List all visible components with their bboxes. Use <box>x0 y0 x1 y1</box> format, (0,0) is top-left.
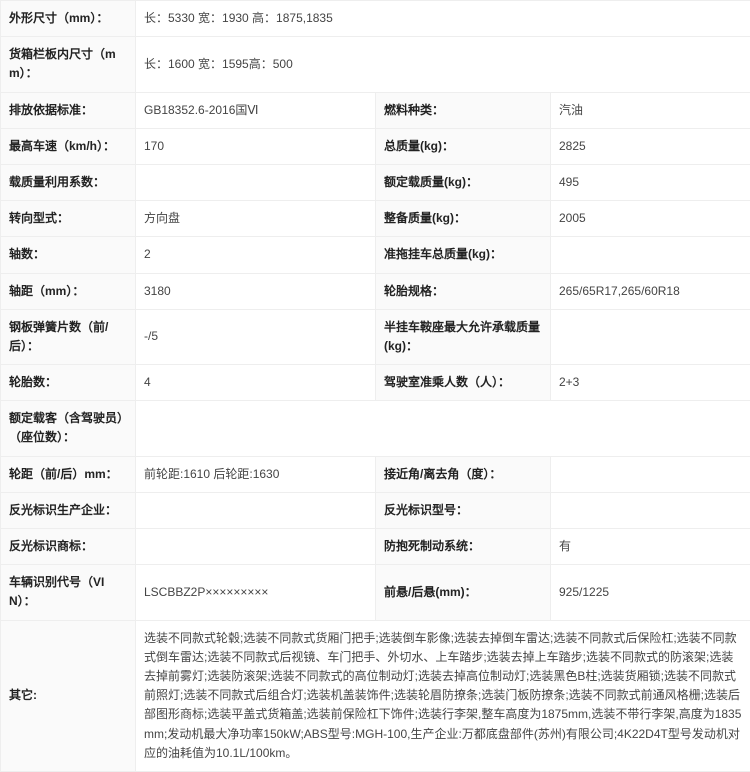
spec-value <box>136 164 376 200</box>
spec-label: 轮胎规格： <box>376 273 551 309</box>
spec-value: 265/65R17,265/60R18 <box>551 273 750 309</box>
spec-value <box>551 456 750 492</box>
spec-value: LSCBBZ2P××××××××× <box>136 565 376 620</box>
spec-label: 反光标识型号： <box>376 492 551 528</box>
spec-value: 2+3 <box>551 365 750 401</box>
table-row: 轮距（前/后）mm：前轮距:1610 后轮距:1630接近角/离去角（度）： <box>1 456 750 492</box>
spec-label: 整备质量(kg)： <box>376 201 551 237</box>
spec-label: 货箱栏板内尺寸（mm）： <box>1 37 136 92</box>
spec-value: 2 <box>136 237 376 273</box>
table-row: 车辆识别代号（VIN）：LSCBBZ2P×××××××××前悬/后悬(mm)：9… <box>1 565 750 620</box>
spec-value <box>551 237 750 273</box>
spec-label: 额定载客（含驾驶员）（座位数）： <box>1 401 136 456</box>
table-row: 转向型式：方向盘整备质量(kg)：2005 <box>1 201 750 237</box>
spec-value: 方向盘 <box>136 201 376 237</box>
spec-label: 轮距（前/后）mm： <box>1 456 136 492</box>
spec-value: GB18352.6-2016国Ⅵ <box>136 92 376 128</box>
spec-label: 反光标识生产企业： <box>1 492 136 528</box>
spec-value: 选装不同款式轮毂;选装不同款式货厢门把手;选装倒车影像;选装去掉倒车雷达;选装不… <box>136 620 750 771</box>
spec-value <box>136 492 376 528</box>
spec-label: 驾驶室准乘人数（人）： <box>376 365 551 401</box>
table-row: 反光标识商标： 防抱死制动系统：有 <box>1 529 750 565</box>
spec-value: 汽油 <box>551 92 750 128</box>
spec-label: 轴数： <box>1 237 136 273</box>
spec-label: 钢板弹簧片数（前/后）： <box>1 309 136 364</box>
spec-label: 外形尺寸（mm）： <box>1 1 136 37</box>
spec-value: 3180 <box>136 273 376 309</box>
table-row: 货箱栏板内尺寸（mm）：长：1600 宽：1595高：500 <box>1 37 750 92</box>
table-row: 载质量利用系数： 额定载质量(kg)：495 <box>1 164 750 200</box>
spec-value: -/5 <box>136 309 376 364</box>
table-row: 钢板弹簧片数（前/后）：-/5半挂车鞍座最大允许承载质量(kg)： <box>1 309 750 364</box>
table-row: 最高车速（km/h）：170总质量(kg)：2825 <box>1 128 750 164</box>
table-row: 轮胎数：4驾驶室准乘人数（人）：2+3 <box>1 365 750 401</box>
spec-label: 防抱死制动系统： <box>376 529 551 565</box>
spec-value: 长：1600 宽：1595高：500 <box>136 37 750 92</box>
spec-label: 接近角/离去角（度）： <box>376 456 551 492</box>
spec-value <box>136 401 750 456</box>
spec-label: 轮胎数： <box>1 365 136 401</box>
table-row: 排放依据标准：GB18352.6-2016国Ⅵ燃料种类：汽油 <box>1 92 750 128</box>
spec-label: 载质量利用系数： <box>1 164 136 200</box>
spec-value: 前轮距:1610 后轮距:1630 <box>136 456 376 492</box>
table-row: 轴数：2准拖挂车总质量(kg)： <box>1 237 750 273</box>
spec-value <box>551 309 750 364</box>
spec-value: 4 <box>136 365 376 401</box>
spec-value: 2825 <box>551 128 750 164</box>
spec-label: 准拖挂车总质量(kg)： <box>376 237 551 273</box>
spec-label: 前悬/后悬(mm)： <box>376 565 551 620</box>
spec-label: 轴距（mm）： <box>1 273 136 309</box>
spec-label: 燃料种类： <box>376 92 551 128</box>
table-row: 其它:选装不同款式轮毂;选装不同款式货厢门把手;选装倒车影像;选装去掉倒车雷达;… <box>1 620 750 771</box>
spec-label: 最高车速（km/h）： <box>1 128 136 164</box>
spec-value: 有 <box>551 529 750 565</box>
spec-label: 半挂车鞍座最大允许承载质量(kg)： <box>376 309 551 364</box>
spec-value <box>551 492 750 528</box>
spec-label: 排放依据标准： <box>1 92 136 128</box>
table-row: 额定载客（含驾驶员）（座位数）： <box>1 401 750 456</box>
table-row: 轴距（mm）：3180轮胎规格：265/65R17,265/60R18 <box>1 273 750 309</box>
spec-label: 总质量(kg)： <box>376 128 551 164</box>
spec-value: 2005 <box>551 201 750 237</box>
spec-value: 495 <box>551 164 750 200</box>
spec-value <box>136 529 376 565</box>
spec-label: 其它: <box>1 620 136 771</box>
spec-label: 额定载质量(kg)： <box>376 164 551 200</box>
spec-label: 转向型式： <box>1 201 136 237</box>
spec-value: 170 <box>136 128 376 164</box>
spec-table: 外形尺寸（mm）：长：5330 宽：1930 高：1875,1835货箱栏板内尺… <box>0 0 750 772</box>
spec-value: 长：5330 宽：1930 高：1875,1835 <box>136 1 750 37</box>
table-row: 外形尺寸（mm）：长：5330 宽：1930 高：1875,1835 <box>1 1 750 37</box>
table-row: 反光标识生产企业： 反光标识型号： <box>1 492 750 528</box>
spec-label: 反光标识商标： <box>1 529 136 565</box>
spec-label: 车辆识别代号（VIN）： <box>1 565 136 620</box>
spec-value: 925/1225 <box>551 565 750 620</box>
